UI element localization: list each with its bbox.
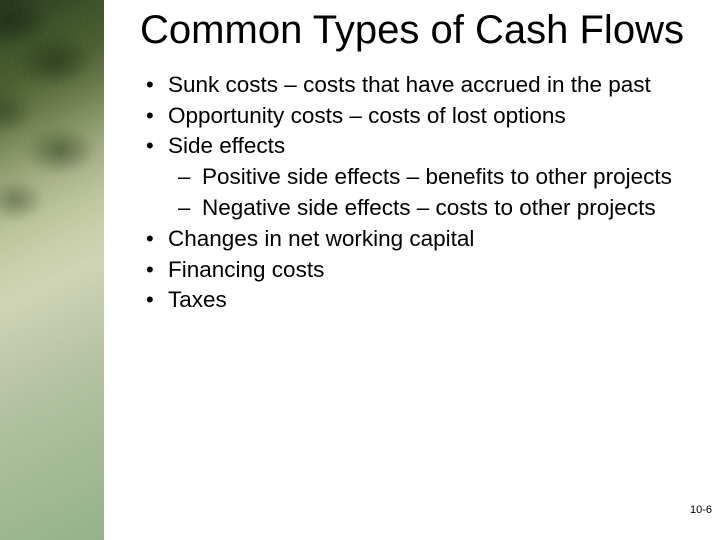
content-area: Common Types of Cash Flows Sunk costs – … xyxy=(104,0,720,540)
bullet-list: Sunk costs – costs that have accrued in … xyxy=(140,71,684,315)
bullet-text: Changes in net working capital xyxy=(168,226,474,251)
bullet-text: Financing costs xyxy=(168,257,324,282)
bullet-item: Sunk costs – costs that have accrued in … xyxy=(168,71,684,100)
bullet-text: Taxes xyxy=(168,287,227,312)
bullet-item: Changes in net working capital xyxy=(168,225,684,254)
bullet-text: Side effects xyxy=(168,133,285,158)
bullet-text: Opportunity costs – costs of lost option… xyxy=(168,103,566,128)
sub-bullet-text: Negative side effects – costs to other p… xyxy=(202,195,656,220)
page-number: 10-6 xyxy=(690,504,712,516)
sidebar-image xyxy=(0,0,104,540)
sub-bullet-item: Negative side effects – costs to other p… xyxy=(202,194,684,223)
bullet-item: Financing costs xyxy=(168,256,684,285)
slide: Common Types of Cash Flows Sunk costs – … xyxy=(0,0,720,540)
slide-title: Common Types of Cash Flows xyxy=(104,0,720,53)
slide-body: Sunk costs – costs that have accrued in … xyxy=(104,53,720,315)
sub-bullet-item: Positive side effects – benefits to othe… xyxy=(202,163,684,192)
bullet-item: Opportunity costs – costs of lost option… xyxy=(168,102,684,131)
sub-bullet-list: Positive side effects – benefits to othe… xyxy=(168,163,684,223)
sub-bullet-text: Positive side effects – benefits to othe… xyxy=(202,164,672,189)
bullet-item: Side effects Positive side effects – ben… xyxy=(168,132,684,222)
bullet-text: Sunk costs – costs that have accrued in … xyxy=(168,72,651,97)
bullet-item: Taxes xyxy=(168,286,684,315)
